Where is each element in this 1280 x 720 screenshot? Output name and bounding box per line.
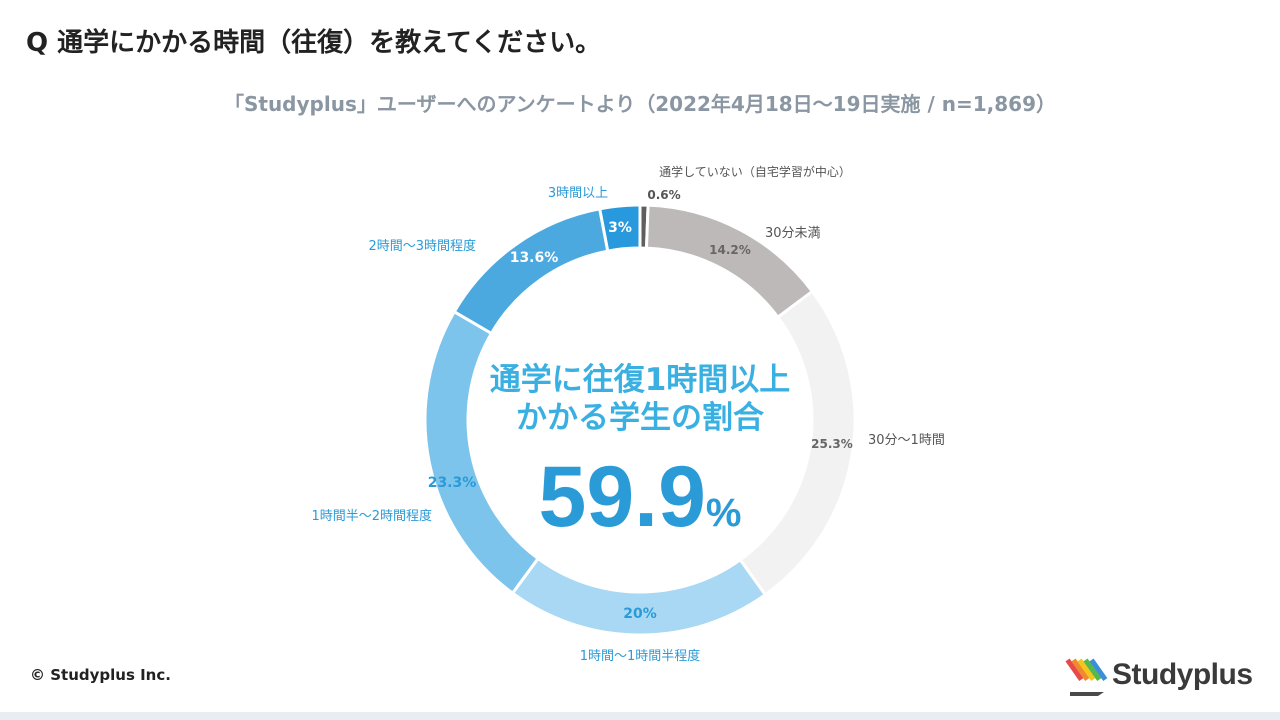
- copyright-text: © Studyplus Inc.: [30, 666, 171, 684]
- slice-category-label-2: 30分〜1時間: [868, 433, 945, 448]
- slice-value-label-0: 0.6%: [647, 188, 680, 202]
- slice-category-label-3: 1時間〜1時間半程度: [580, 648, 701, 664]
- page-title: Q 通学にかかる時間（往復）を教えてください。: [26, 28, 602, 58]
- center-line1: 通学に往復1時間以上: [490, 362, 791, 398]
- slice-value-label-5: 13.6%: [510, 250, 559, 266]
- donut-slice-6: [597, 203, 642, 253]
- center-unit: %: [706, 491, 742, 535]
- studyplus-logo: Studyplus: [1064, 652, 1254, 698]
- studyplus-logo-text: Studyplus: [1112, 658, 1253, 691]
- donut-slice-5: [452, 207, 610, 336]
- slice-category-label-5: 2時間〜3時間程度: [368, 238, 476, 254]
- center-value-group: 59.9%: [539, 449, 742, 545]
- slice-category-label-1: 30分未満: [765, 226, 821, 241]
- donut-slice-4: [423, 309, 541, 596]
- bottom-band: [0, 712, 1280, 720]
- studyplus-logo-icon: [1065, 658, 1108, 696]
- donut-slice-1: [644, 203, 815, 320]
- page-subtitle: 「Studyplus」ユーザーへのアンケートより（2022年4月18日〜19日実…: [223, 92, 1056, 116]
- slice-value-label-3: 20%: [623, 606, 657, 622]
- donut-slice-3: [510, 556, 768, 637]
- center-value: 59.9: [539, 449, 706, 545]
- slice-category-label-4: 1時間半〜2時間程度: [311, 508, 432, 524]
- slice-category-label-6: 3時間以上: [548, 186, 608, 201]
- slice-value-label-4: 23.3%: [428, 475, 477, 491]
- center-line2: かかる学生の割合: [516, 400, 764, 436]
- slice-value-label-2: 25.3%: [811, 437, 853, 451]
- slice-value-label-6: 3%: [608, 220, 632, 236]
- slice-value-label-1: 14.2%: [709, 243, 751, 257]
- slice-category-label-0: 通学していない（自宅学習が中心）: [659, 164, 851, 179]
